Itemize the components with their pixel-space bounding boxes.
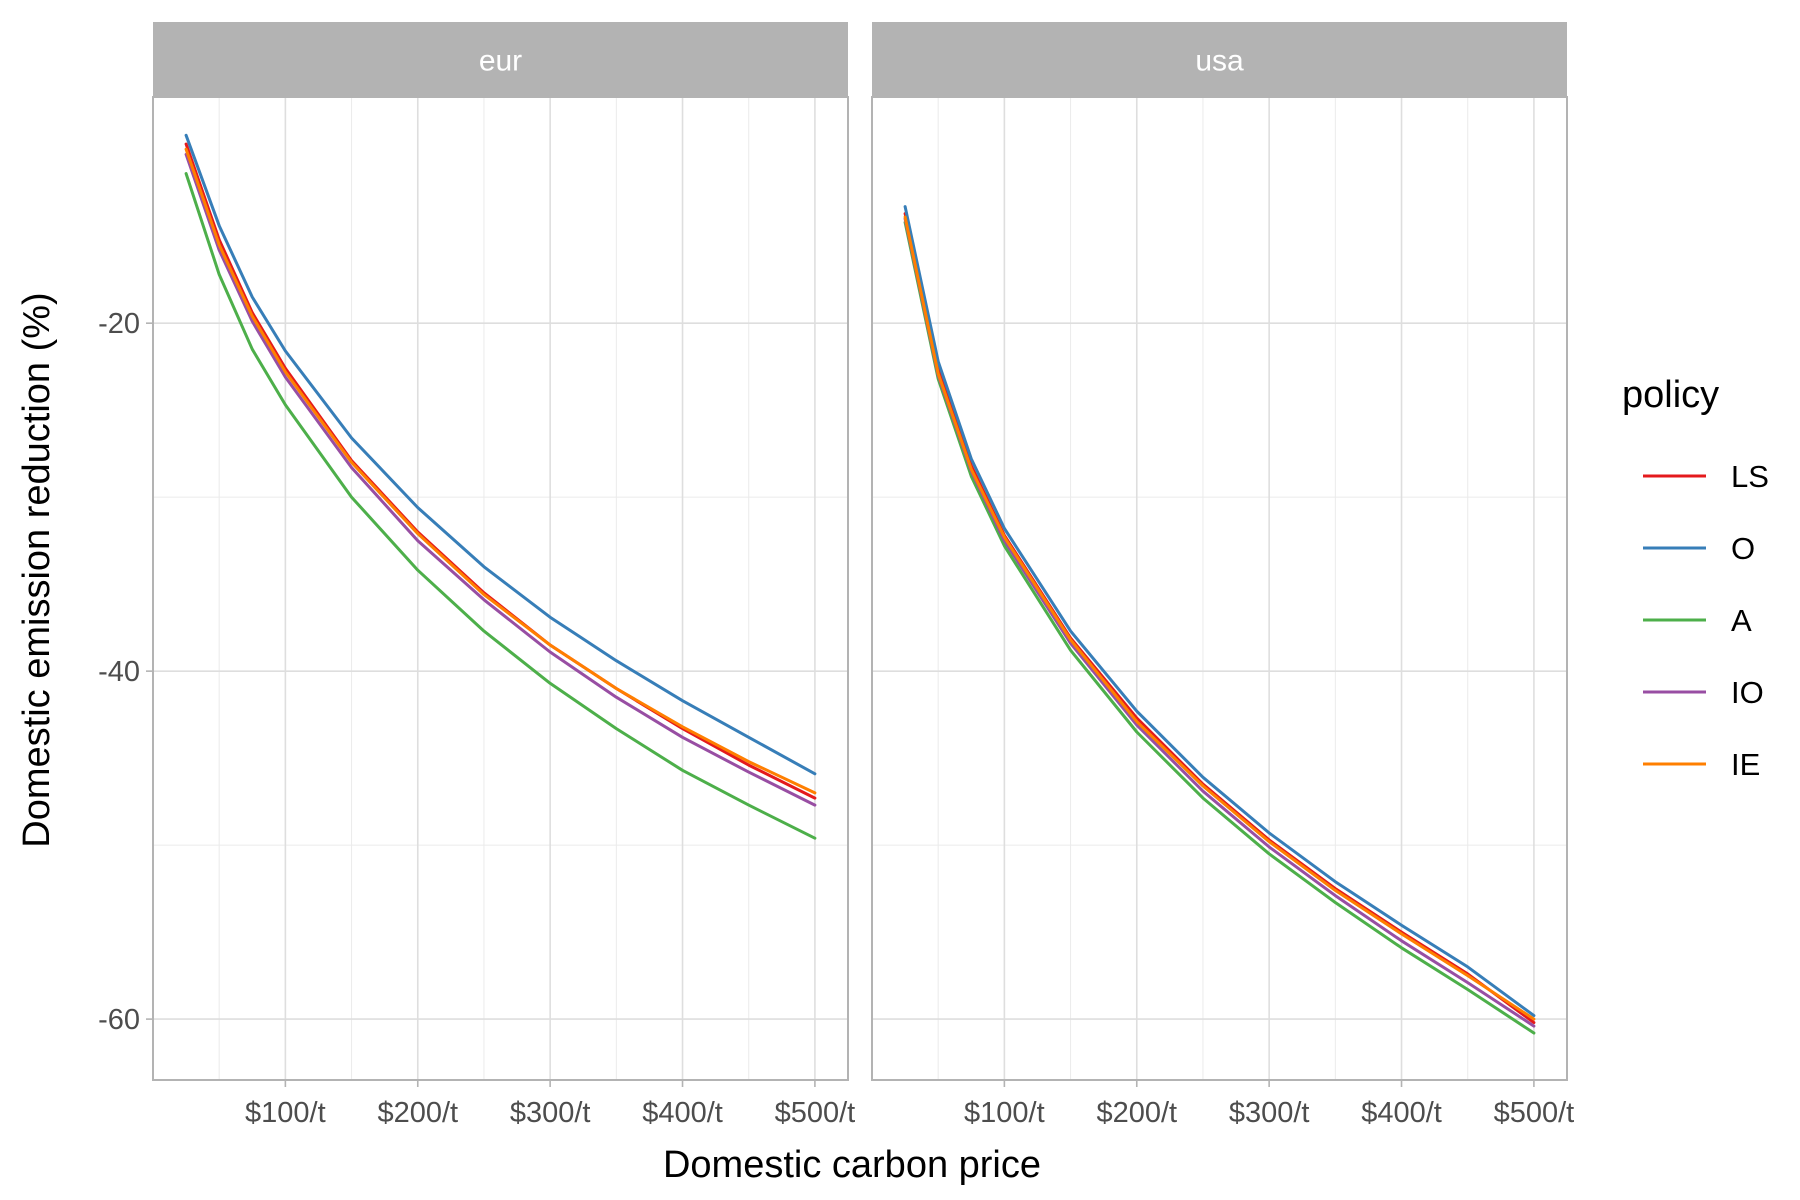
legend-item-ie: IE bbox=[1643, 747, 1760, 782]
legend-label: IE bbox=[1731, 747, 1760, 782]
y-tick-label: -40 bbox=[98, 656, 140, 688]
gridlines bbox=[872, 97, 1567, 1080]
legend: policy LS O A IO IE bbox=[1622, 374, 1769, 782]
facet-strip-eur bbox=[153, 22, 848, 97]
facet-strip-label: eur bbox=[479, 45, 522, 78]
x-tick-label: $500/t bbox=[775, 1097, 856, 1129]
panel-border bbox=[152, 96, 849, 1081]
x-tick-label: $200/t bbox=[1096, 1097, 1177, 1129]
x-tick-label: $400/t bbox=[642, 1097, 723, 1129]
x-tick-label: $300/t bbox=[510, 1097, 591, 1129]
legend-label: O bbox=[1731, 531, 1755, 566]
x-tick-label: $500/t bbox=[1494, 1097, 1575, 1129]
facet-panels: eur $100/t $200/t $300/t $400/t $500/t usa $100… bbox=[152, 22, 1574, 1129]
legend-label: LS bbox=[1731, 459, 1769, 494]
series-line-ie bbox=[184, 147, 817, 795]
legend-item-o: O bbox=[1643, 531, 1755, 566]
panel-eur: eur $100/t $200/t $300/t $400/t $500/t bbox=[152, 22, 855, 1129]
gridlines bbox=[153, 97, 848, 1080]
legend-item-ls: LS bbox=[1643, 459, 1769, 494]
series-line-o bbox=[184, 133, 817, 776]
legend-title: policy bbox=[1622, 374, 1719, 416]
x-tick-label: $100/t bbox=[964, 1097, 1045, 1129]
legend-item-a: A bbox=[1643, 603, 1752, 638]
series-line-a bbox=[184, 172, 817, 840]
x-axis-tick-labels: $100/t $200/t $300/t $400/t $500/t bbox=[245, 1080, 855, 1129]
y-axis-title: Domestic emission reduction (%) bbox=[16, 292, 58, 847]
series-lines bbox=[184, 133, 817, 840]
series-line-io bbox=[184, 152, 817, 807]
panel-usa: usa $100/t $200/t $300/t $400/t $500/t bbox=[871, 22, 1574, 1129]
x-tick-label: $100/t bbox=[245, 1097, 326, 1129]
series-line-ie bbox=[903, 215, 1536, 1021]
y-axis-tick-labels: -20 -40 -60 bbox=[98, 308, 153, 1036]
panel-background bbox=[872, 97, 1567, 1080]
legend-label: A bbox=[1731, 603, 1752, 638]
legend-item-io: IO bbox=[1643, 675, 1764, 710]
panel-background bbox=[153, 97, 848, 1080]
x-tick-label: $400/t bbox=[1361, 1097, 1442, 1129]
panel-border bbox=[871, 96, 1568, 1081]
x-axis-title: Domestic carbon price bbox=[663, 1144, 1041, 1186]
y-tick-label: -20 bbox=[98, 308, 140, 340]
x-axis-tick-labels: $100/t $200/t $300/t $400/t $500/t bbox=[964, 1080, 1574, 1129]
series-line-o bbox=[903, 205, 1536, 1018]
facet-strip-label: usa bbox=[1195, 45, 1244, 78]
legend-label: IO bbox=[1731, 675, 1764, 710]
series-line-a bbox=[903, 220, 1536, 1035]
x-tick-label: $200/t bbox=[377, 1097, 458, 1129]
series-lines bbox=[903, 205, 1536, 1035]
y-tick-label: -60 bbox=[98, 1004, 140, 1036]
facet-strip-usa bbox=[872, 22, 1567, 97]
x-tick-label: $300/t bbox=[1229, 1097, 1310, 1129]
